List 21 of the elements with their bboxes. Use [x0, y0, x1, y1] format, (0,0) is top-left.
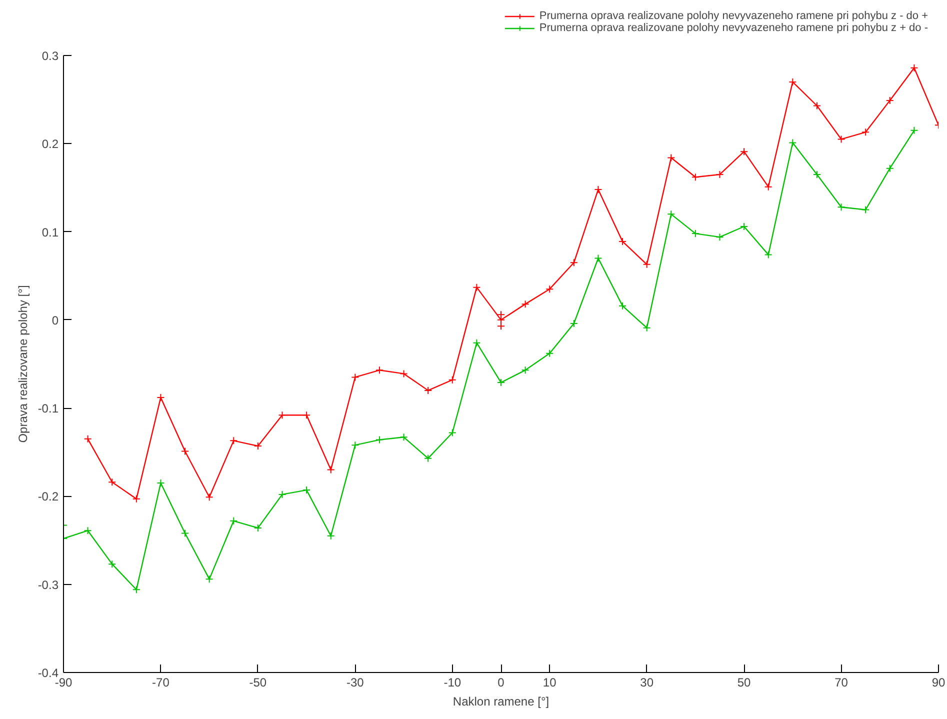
y-tick-label: 0.2: [42, 137, 59, 152]
legend-label: Prumerna oprava realizovane polohy nevyvazeneho ramene pri pohybu z + do -: [539, 22, 928, 34]
x-axis-title: Naklon ramene [°]: [452, 694, 550, 708]
y-tick-label: -0.2: [38, 490, 59, 504]
y-tick-label: -0.3: [38, 578, 59, 592]
x-tick-label: 70: [834, 676, 848, 690]
legend-label: Prumerna oprava realizovane polohy nevyvazeneho ramene pri pohybu z - do +: [539, 10, 928, 22]
x-tick-label: 30: [640, 676, 654, 690]
y-tick-label: 0: [52, 313, 59, 328]
y-axis-title: Oprava realizovane polohy [°]: [16, 285, 30, 443]
x-tick-label: 10: [542, 676, 557, 690]
x-tick-label: 90: [932, 676, 946, 690]
x-tick-label: -10: [444, 676, 462, 690]
x-tick-label: -70: [152, 676, 170, 690]
x-tick-label: 50: [737, 676, 752, 690]
y-tick-label: -0.1: [38, 402, 59, 416]
x-tick-label: -50: [249, 676, 267, 690]
x-tick-label: 0: [498, 676, 505, 690]
y-tick-label: 0.3: [42, 49, 59, 63]
y-tick-label: 0.1: [42, 225, 59, 240]
x-tick-label: -30: [346, 676, 364, 690]
